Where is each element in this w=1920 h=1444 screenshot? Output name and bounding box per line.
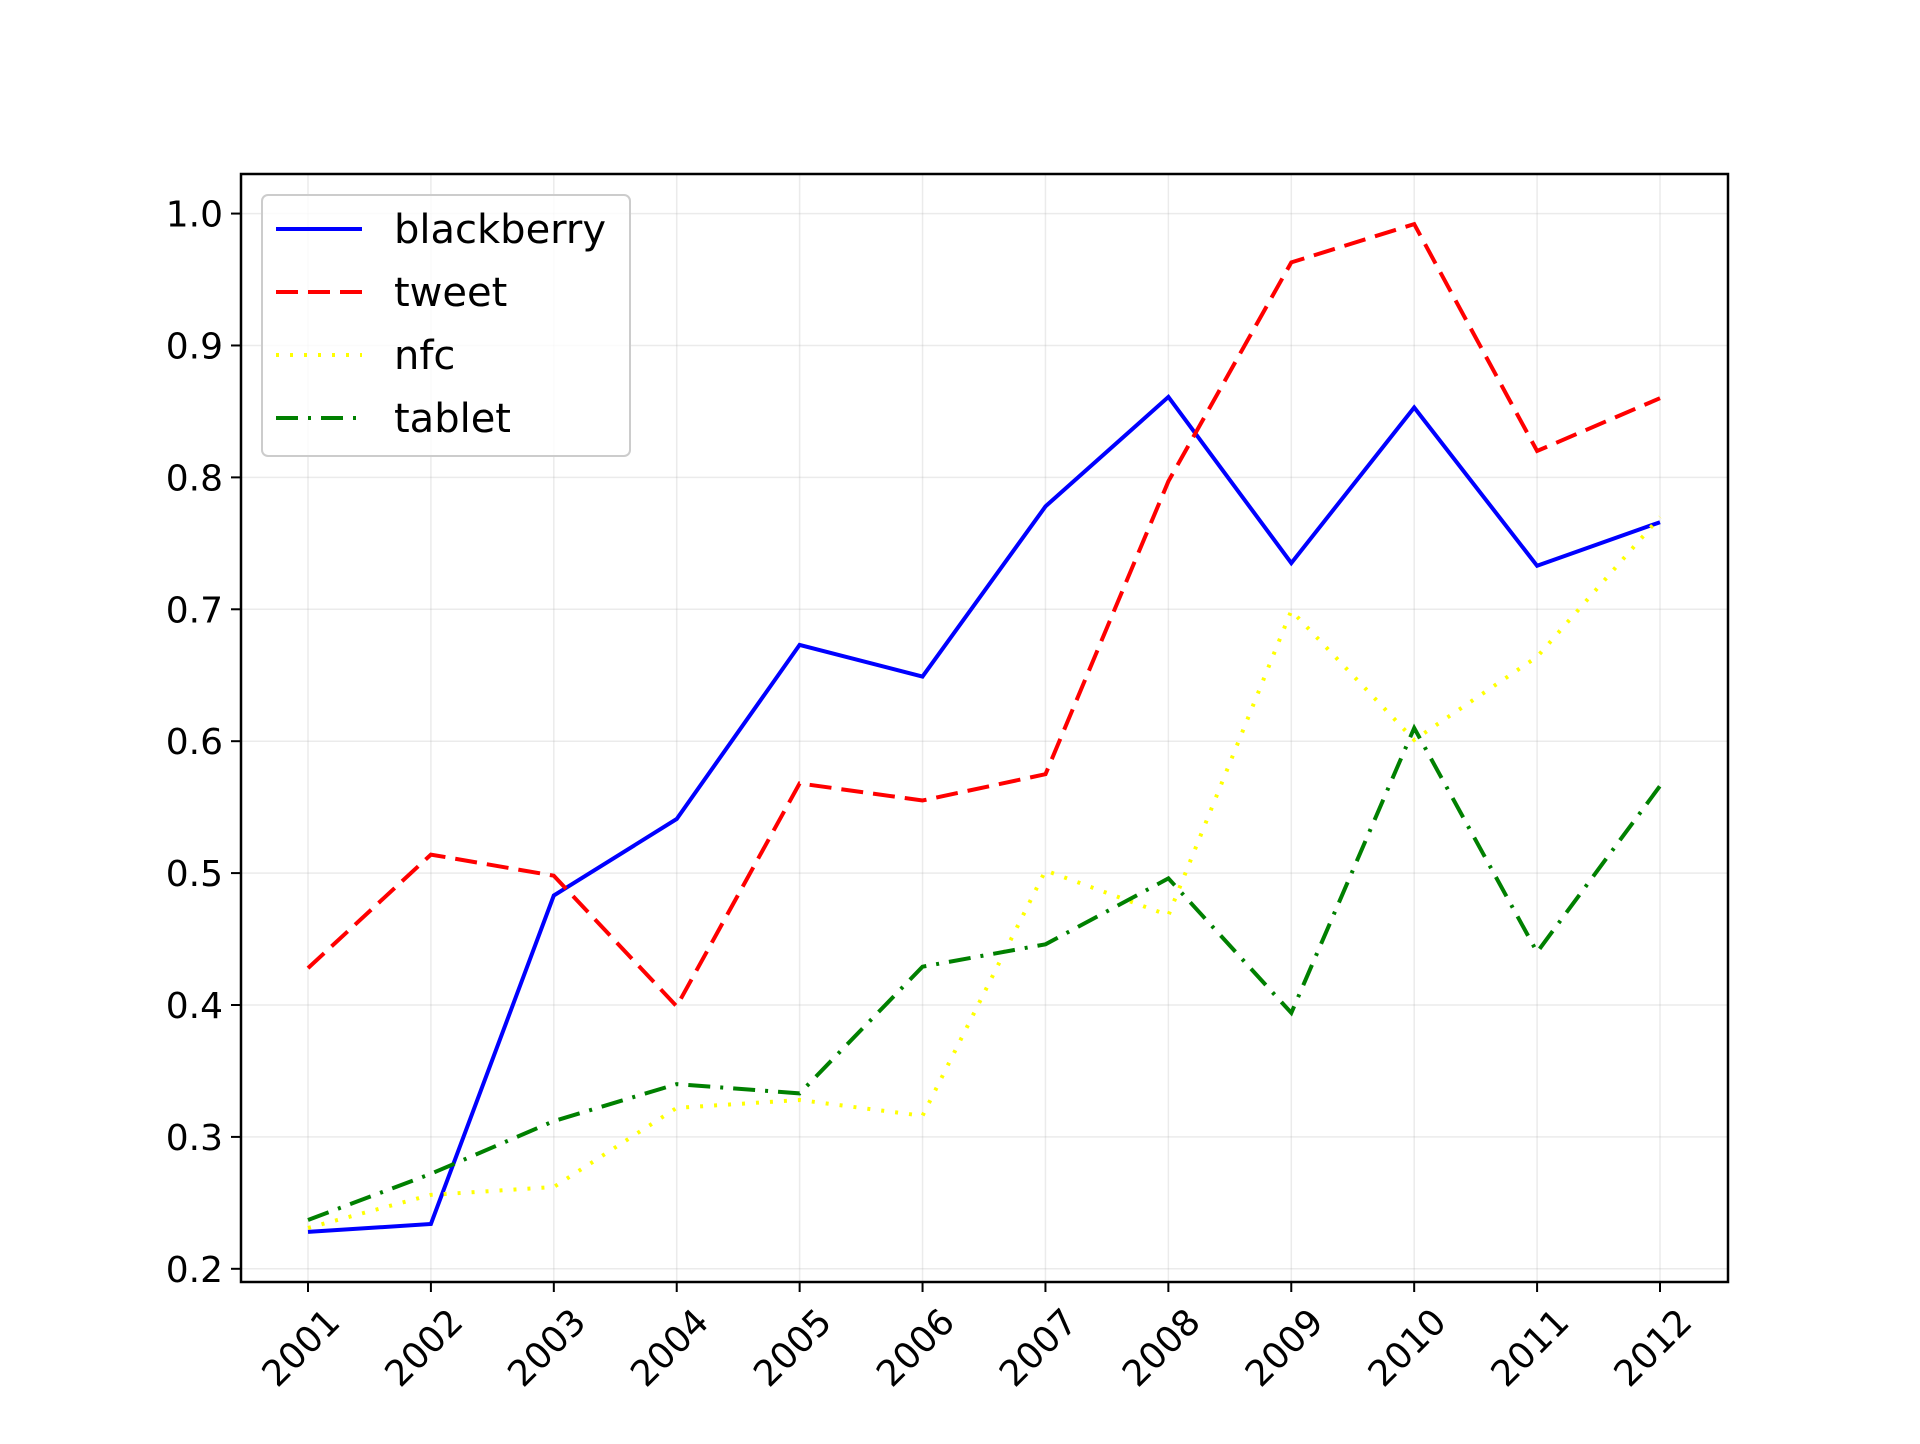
y-tick-label: 0.6 xyxy=(166,722,223,763)
y-tick-label: 0.8 xyxy=(166,458,223,499)
legend: blackberry tweet nfc tablet xyxy=(261,194,631,457)
y-tick-label: 0.2 xyxy=(166,1250,223,1291)
legend-label-tablet: tablet xyxy=(394,396,511,442)
series-line-blackberry xyxy=(307,393,1661,1234)
series-line-tweet xyxy=(306,221,1661,1010)
y-tick-label: 0.9 xyxy=(166,326,223,367)
y-tick-label: 0.7 xyxy=(166,590,223,631)
legend-label-tweet: tweet xyxy=(394,270,507,316)
series-lines xyxy=(306,221,1662,1234)
y-tick-label: 1.0 xyxy=(166,195,223,236)
legend-box xyxy=(261,194,631,457)
y-tick-label: 0.3 xyxy=(166,1118,223,1159)
y-tick-label: 0.4 xyxy=(166,986,223,1027)
series-line-tablet xyxy=(307,723,1662,1222)
y-tick-label: 0.5 xyxy=(166,854,223,895)
legend-label-nfc: nfc xyxy=(394,333,455,379)
legend-label-blackberry: blackberry xyxy=(394,207,606,253)
plot-frame xyxy=(239,172,1730,1284)
